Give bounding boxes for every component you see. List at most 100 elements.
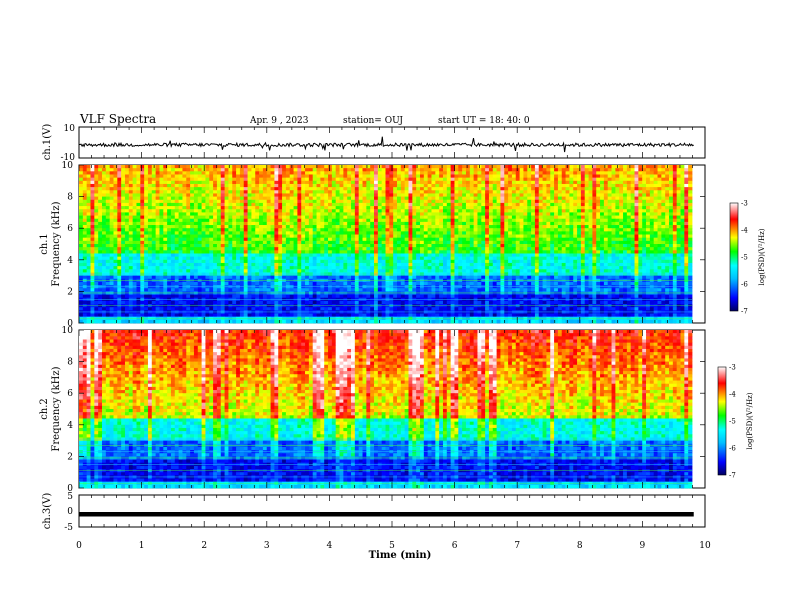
spectrogram-cell <box>439 165 444 169</box>
spectrogram-cell <box>565 187 570 191</box>
spectrogram-cell <box>488 250 494 254</box>
spectrogram-cell <box>339 231 344 235</box>
spectrogram-cell <box>419 183 425 188</box>
spectrogram-cell <box>557 190 563 194</box>
spectrogram-cell <box>504 199 509 204</box>
spectrogram-cell <box>362 187 367 191</box>
spectrogram-cell <box>385 174 390 179</box>
spectrogram-cell <box>680 218 685 223</box>
spectrogram-cell <box>481 168 486 172</box>
spectrogram-cell <box>557 244 563 248</box>
spectrogram-cell <box>101 209 107 213</box>
spectrogram-cell <box>504 183 509 188</box>
spectrogram-cell <box>588 234 593 239</box>
spectrogram-cell <box>308 221 314 226</box>
spectrogram-cell <box>347 202 352 207</box>
spectrogram-cell <box>534 174 540 179</box>
spectrogram-cell <box>527 168 532 172</box>
spectrogram-cell <box>220 180 225 185</box>
spectrogram-cell <box>427 250 432 254</box>
spectrogram-cell <box>297 215 302 220</box>
spectrogram-cell <box>385 234 390 239</box>
spectrogram-cell <box>565 215 570 220</box>
spectrogram-cell <box>362 237 367 242</box>
spectrogram-cell <box>98 187 103 191</box>
spectrogram-cell <box>228 180 233 185</box>
spectrogram-cell <box>285 193 291 197</box>
spectrogram-cell <box>297 228 302 232</box>
spectrogram-cell <box>205 171 210 175</box>
spectrogram-cell <box>167 209 172 213</box>
spectrogram-cell <box>90 190 95 194</box>
spectrogram-cell <box>404 231 409 235</box>
spectrogram-cell <box>542 253 547 258</box>
spectrogram-cell <box>523 209 528 213</box>
spectrogram-cell <box>147 234 153 239</box>
spectrogram-cell <box>557 180 563 185</box>
spectrogram-cell <box>86 228 91 232</box>
spectrogram-cell <box>247 237 252 242</box>
spectrogram-cell <box>611 218 616 223</box>
spectrogram-cell <box>427 218 432 223</box>
spectrogram-cell <box>366 199 371 204</box>
spectrogram-cell <box>236 237 241 242</box>
spectrogram-cell <box>412 225 417 229</box>
spectrogram-cell <box>247 259 252 264</box>
spectrogram-cell <box>351 231 356 235</box>
spectrogram-cell <box>163 221 168 226</box>
spectrogram-cell <box>170 183 176 188</box>
spectrogram-cell <box>435 234 440 239</box>
spectrogram-cell <box>488 221 494 226</box>
spectrogram-cell <box>354 180 360 185</box>
spectrogram-cell <box>603 187 609 191</box>
spectrogram-cell <box>243 171 248 175</box>
spectrogram-cell <box>477 231 482 235</box>
spectrogram-cell <box>243 231 248 235</box>
spectrogram-cell <box>580 202 586 207</box>
spectrogram-cell <box>427 253 432 258</box>
spectrogram-cell <box>128 165 134 169</box>
spectrogram-cell <box>335 190 340 194</box>
spectrogram-cell <box>167 177 172 182</box>
spectrogram-cell <box>550 247 555 251</box>
spectrogram-cell <box>312 247 317 251</box>
spectrogram-cell <box>239 215 245 220</box>
spectrogram-cell <box>427 234 432 239</box>
spectrogram-cell <box>393 215 398 220</box>
spectrogram-cell <box>163 187 168 191</box>
spectrogram-cell <box>170 177 176 182</box>
spectrogram-cell <box>630 212 635 216</box>
spectrogram-cell <box>90 240 95 245</box>
spectrogram-cell <box>500 218 505 223</box>
spectrogram-cell <box>619 180 624 185</box>
spectrogram-cell <box>236 168 241 172</box>
spectrogram-cell <box>481 240 486 245</box>
spectrogram-cell <box>209 202 214 207</box>
spectrogram-cell <box>109 240 114 245</box>
spectrogram-cell <box>209 168 214 172</box>
spectrogram-cell <box>626 231 632 235</box>
spectrogram-cell <box>251 250 256 254</box>
spectrogram-cell <box>412 199 417 204</box>
spectrogram-cell <box>561 244 566 248</box>
spectrogram-cell <box>669 174 674 179</box>
spectrogram-cell <box>592 234 597 239</box>
spectrogram-cell <box>435 218 440 223</box>
spectrogram-cell <box>473 234 478 239</box>
spectrogram-cell <box>496 212 501 216</box>
spectrogram-cell <box>236 250 241 254</box>
spectrogram-cell <box>527 215 532 220</box>
spectrogram-cell <box>155 180 160 185</box>
spectrogram-cell <box>538 168 543 172</box>
spectrogram-cell <box>672 209 678 213</box>
spectrogram-cell <box>500 171 505 175</box>
spectrogram-cell <box>469 196 475 201</box>
spectrogram-cell <box>86 256 91 261</box>
spectrogram-cell <box>465 206 471 210</box>
spectrogram-cell <box>442 177 448 182</box>
spectrogram-cell <box>642 218 647 223</box>
spectrogram-cell <box>473 250 478 254</box>
spectrogram-cell <box>416 174 421 179</box>
spectrogram-cell <box>259 209 264 213</box>
spectrogram-cell <box>205 215 210 220</box>
